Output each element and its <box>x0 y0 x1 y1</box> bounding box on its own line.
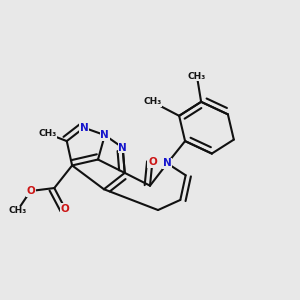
Text: CH₃: CH₃ <box>188 72 206 81</box>
Text: O: O <box>26 186 35 196</box>
Text: CH₃: CH₃ <box>38 129 57 138</box>
Text: N: N <box>118 142 127 153</box>
Text: O: O <box>148 157 157 167</box>
Text: CH₃: CH₃ <box>143 97 161 106</box>
Text: CH₃: CH₃ <box>8 206 26 215</box>
Text: N: N <box>100 130 109 140</box>
Text: N: N <box>163 158 172 168</box>
Text: N: N <box>80 123 88 133</box>
Text: O: O <box>61 204 70 214</box>
